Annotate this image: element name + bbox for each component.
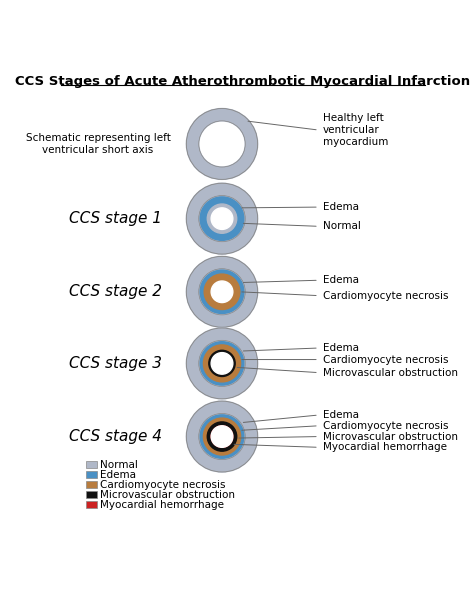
Text: Cardiomyocyte necrosis: Cardiomyocyte necrosis — [323, 421, 448, 431]
Text: Microvascular obstruction: Microvascular obstruction — [323, 368, 458, 378]
Text: CCS Stages of Acute Atherothrombotic Myocardial Infarction: CCS Stages of Acute Atherothrombotic Myo… — [15, 76, 471, 88]
Bar — [86, 491, 97, 498]
Text: Normal: Normal — [323, 221, 361, 231]
Text: Edema: Edema — [100, 470, 137, 480]
Text: Edema: Edema — [323, 343, 359, 353]
Circle shape — [207, 204, 237, 233]
Text: CCS stage 3: CCS stage 3 — [69, 356, 162, 371]
Circle shape — [211, 353, 233, 374]
Text: Edema: Edema — [323, 202, 359, 212]
Circle shape — [203, 418, 241, 455]
Text: Cardiomyocyte necrosis: Cardiomyocyte necrosis — [100, 480, 226, 490]
Bar — [86, 471, 97, 478]
Text: Myocardial hemorrhage: Myocardial hemorrhage — [323, 442, 447, 453]
Circle shape — [211, 281, 233, 303]
Circle shape — [211, 208, 233, 230]
Bar — [86, 502, 97, 508]
Text: Microvascular obstruction: Microvascular obstruction — [100, 490, 235, 500]
Text: Healthy left
ventricular
myocardium: Healthy left ventricular myocardium — [323, 113, 388, 147]
Text: CCS stage 1: CCS stage 1 — [69, 211, 162, 226]
Bar — [86, 481, 97, 488]
Text: Edema: Edema — [323, 276, 359, 285]
Circle shape — [199, 195, 245, 242]
Text: Cardiomyocyte necrosis: Cardiomyocyte necrosis — [323, 291, 448, 301]
Circle shape — [199, 121, 245, 167]
Circle shape — [211, 426, 233, 447]
Circle shape — [211, 426, 233, 447]
Text: Myocardial hemorrhage: Myocardial hemorrhage — [100, 500, 224, 510]
Circle shape — [204, 274, 240, 310]
Circle shape — [199, 340, 245, 386]
Circle shape — [203, 345, 241, 382]
Text: Cardiomyocyte necrosis: Cardiomyocyte necrosis — [323, 355, 448, 365]
Text: Normal: Normal — [100, 460, 138, 470]
Bar — [86, 461, 97, 468]
Text: CCS stage 4: CCS stage 4 — [69, 429, 162, 444]
Circle shape — [199, 414, 245, 460]
Circle shape — [199, 268, 245, 315]
Text: CCS stage 2: CCS stage 2 — [69, 284, 162, 299]
Text: Microvascular obstruction: Microvascular obstruction — [323, 431, 458, 441]
Text: Edema: Edema — [323, 410, 359, 420]
Circle shape — [207, 422, 237, 451]
Circle shape — [209, 350, 235, 376]
Text: Schematic representing left
ventricular short axis: Schematic representing left ventricular … — [26, 133, 171, 155]
